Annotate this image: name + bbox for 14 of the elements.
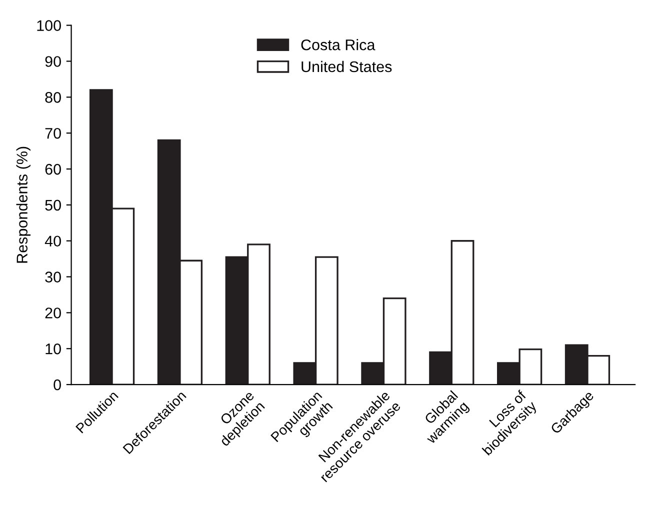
y-tick-label: 80: [45, 92, 61, 103]
y-tick-label: 90: [45, 56, 61, 67]
y-tick-label: 10: [46, 344, 61, 354]
y-tick-label: 30: [45, 272, 61, 282]
y-tick-label: 70: [45, 128, 61, 139]
y-tick-label: 100: [37, 20, 61, 31]
y-tick-label: 40: [44, 236, 61, 247]
legend-label: Costa Rica: [301, 39, 376, 50]
y-tick-label: 60: [45, 164, 61, 175]
y-tick-label: 50: [45, 200, 61, 211]
legend-label: United States: [302, 60, 392, 72]
y-tick-label: 0: [54, 379, 61, 390]
y-tick-label: 20: [45, 308, 61, 318]
y-axis-title: Respondents (%): [16, 146, 31, 263]
